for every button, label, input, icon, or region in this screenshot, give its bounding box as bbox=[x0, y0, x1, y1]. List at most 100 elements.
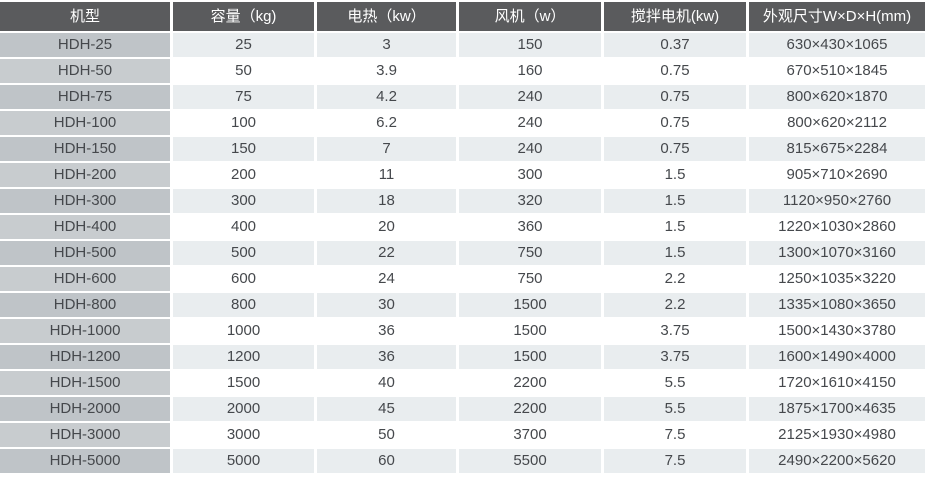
dimensions-cell: 1875×1700×4635 bbox=[749, 397, 925, 423]
fan-cell: 2200 bbox=[459, 371, 604, 397]
capacity-cell: 1000 bbox=[173, 319, 317, 345]
capacity-cell: 2000 bbox=[173, 397, 317, 423]
heating-cell: 11 bbox=[317, 163, 459, 189]
spec-table-body: HDH-25 25 3 150 0.37 630×430×1065 HDH-50 50 3.9 1… bbox=[0, 33, 925, 475]
dimensions-cell: 1600×1490×4000 bbox=[749, 345, 925, 371]
heating-cell: 6.2 bbox=[317, 111, 459, 137]
capacity-cell: 1500 bbox=[173, 371, 317, 397]
heating-cell: 22 bbox=[317, 241, 459, 267]
fan-cell: 3700 bbox=[459, 423, 604, 449]
capacity-cell: 600 bbox=[173, 267, 317, 293]
mixing-motor-cell: 0.75 bbox=[604, 137, 749, 163]
header-row: 机型 容量（kg) 电热（kw） 风机（w） 搅拌电机(kw) 外观尺寸W×D×… bbox=[0, 2, 925, 33]
dimensions-cell: 1300×1070×3160 bbox=[749, 241, 925, 267]
heating-cell: 36 bbox=[317, 319, 459, 345]
model-cell: HDH-25 bbox=[0, 33, 173, 59]
capacity-cell: 25 bbox=[173, 33, 317, 59]
dimensions-cell: 800×620×1870 bbox=[749, 85, 925, 111]
mixing-motor-cell: 0.37 bbox=[604, 33, 749, 59]
heating-cell: 18 bbox=[317, 189, 459, 215]
capacity-cell: 400 bbox=[173, 215, 317, 241]
heating-cell: 3 bbox=[317, 33, 459, 59]
capacity-cell: 800 bbox=[173, 293, 317, 319]
heating-cell: 20 bbox=[317, 215, 459, 241]
capacity-cell: 200 bbox=[173, 163, 317, 189]
table-row: HDH-600 600 24 750 2.2 1250×1035×3220 bbox=[0, 267, 925, 293]
mixing-motor-cell: 3.75 bbox=[604, 319, 749, 345]
fan-cell: 1500 bbox=[459, 293, 604, 319]
table-row: HDH-500 500 22 750 1.5 1300×1070×3160 bbox=[0, 241, 925, 267]
heating-cell: 45 bbox=[317, 397, 459, 423]
heating-cell: 36 bbox=[317, 345, 459, 371]
table-row: HDH-150 150 7 240 0.75 815×675×2284 bbox=[0, 137, 925, 163]
mixing-motor-cell: 1.5 bbox=[604, 241, 749, 267]
table-row: HDH-800 800 30 1500 2.2 1335×1080×3650 bbox=[0, 293, 925, 319]
dimensions-cell: 815×675×2284 bbox=[749, 137, 925, 163]
model-cell: HDH-150 bbox=[0, 137, 173, 163]
model-cell: HDH-1500 bbox=[0, 371, 173, 397]
model-cell: HDH-2000 bbox=[0, 397, 173, 423]
model-cell: HDH-50 bbox=[0, 59, 173, 85]
dimensions-cell: 905×710×2690 bbox=[749, 163, 925, 189]
dimensions-cell: 2125×1930×4980 bbox=[749, 423, 925, 449]
fan-cell: 150 bbox=[459, 33, 604, 59]
table-row: HDH-75 75 4.2 240 0.75 800×620×1870 bbox=[0, 85, 925, 111]
table-row: HDH-1200 1200 36 1500 3.75 1600×1490×4000 bbox=[0, 345, 925, 371]
model-cell: HDH-5000 bbox=[0, 449, 173, 475]
model-cell: HDH-300 bbox=[0, 189, 173, 215]
dimensions-cell: 1335×1080×3650 bbox=[749, 293, 925, 319]
dimensions-cell: 2490×2200×5620 bbox=[749, 449, 925, 475]
model-cell: HDH-800 bbox=[0, 293, 173, 319]
table-row: HDH-25 25 3 150 0.37 630×430×1065 bbox=[0, 33, 925, 59]
table-row: HDH-2000 2000 45 2200 5.5 1875×1700×4635 bbox=[0, 397, 925, 423]
dimensions-cell: 800×620×2112 bbox=[749, 111, 925, 137]
capacity-cell: 50 bbox=[173, 59, 317, 85]
column-header-mixing-motor: 搅拌电机(kw) bbox=[604, 2, 749, 33]
model-cell: HDH-1000 bbox=[0, 319, 173, 345]
table-row: HDH-1000 1000 36 1500 3.75 1500×1430×3780 bbox=[0, 319, 925, 345]
fan-cell: 2200 bbox=[459, 397, 604, 423]
capacity-cell: 1200 bbox=[173, 345, 317, 371]
dimensions-cell: 1500×1430×3780 bbox=[749, 319, 925, 345]
heating-cell: 50 bbox=[317, 423, 459, 449]
table-row: HDH-1500 1500 40 2200 5.5 1720×1610×4150 bbox=[0, 371, 925, 397]
model-cell: HDH-400 bbox=[0, 215, 173, 241]
capacity-cell: 3000 bbox=[173, 423, 317, 449]
table-row: HDH-50 50 3.9 160 0.75 670×510×1845 bbox=[0, 59, 925, 85]
table-row: HDH-300 300 18 320 1.5 1120×950×2760 bbox=[0, 189, 925, 215]
fan-cell: 1500 bbox=[459, 319, 604, 345]
mixing-motor-cell: 5.5 bbox=[604, 397, 749, 423]
table-row: HDH-400 400 20 360 1.5 1220×1030×2860 bbox=[0, 215, 925, 241]
model-cell: HDH-3000 bbox=[0, 423, 173, 449]
mixing-motor-cell: 1.5 bbox=[604, 189, 749, 215]
table-row: HDH-100 100 6.2 240 0.75 800×620×2112 bbox=[0, 111, 925, 137]
mixing-motor-cell: 7.5 bbox=[604, 423, 749, 449]
fan-cell: 300 bbox=[459, 163, 604, 189]
dimensions-cell: 1120×950×2760 bbox=[749, 189, 925, 215]
capacity-cell: 300 bbox=[173, 189, 317, 215]
mixing-motor-cell: 0.75 bbox=[604, 59, 749, 85]
table-row: HDH-3000 3000 50 3700 7.5 2125×1930×4980 bbox=[0, 423, 925, 449]
column-header-dimensions: 外观尺寸W×D×H(mm) bbox=[749, 2, 925, 33]
table-row: HDH-5000 5000 60 5500 7.5 2490×2200×5620 bbox=[0, 449, 925, 475]
fan-cell: 240 bbox=[459, 111, 604, 137]
mixing-motor-cell: 7.5 bbox=[604, 449, 749, 475]
fan-cell: 160 bbox=[459, 59, 604, 85]
column-header-fan: 风机（w） bbox=[459, 2, 604, 33]
mixing-motor-cell: 2.2 bbox=[604, 267, 749, 293]
capacity-cell: 5000 bbox=[173, 449, 317, 475]
mixing-motor-cell: 3.75 bbox=[604, 345, 749, 371]
mixing-motor-cell: 2.2 bbox=[604, 293, 749, 319]
heating-cell: 7 bbox=[317, 137, 459, 163]
heating-cell: 30 bbox=[317, 293, 459, 319]
heating-cell: 60 bbox=[317, 449, 459, 475]
capacity-cell: 500 bbox=[173, 241, 317, 267]
heating-cell: 3.9 bbox=[317, 59, 459, 85]
model-cell: HDH-100 bbox=[0, 111, 173, 137]
fan-cell: 240 bbox=[459, 85, 604, 111]
model-cell: HDH-500 bbox=[0, 241, 173, 267]
dimensions-cell: 1250×1035×3220 bbox=[749, 267, 925, 293]
mixing-motor-cell: 0.75 bbox=[604, 85, 749, 111]
